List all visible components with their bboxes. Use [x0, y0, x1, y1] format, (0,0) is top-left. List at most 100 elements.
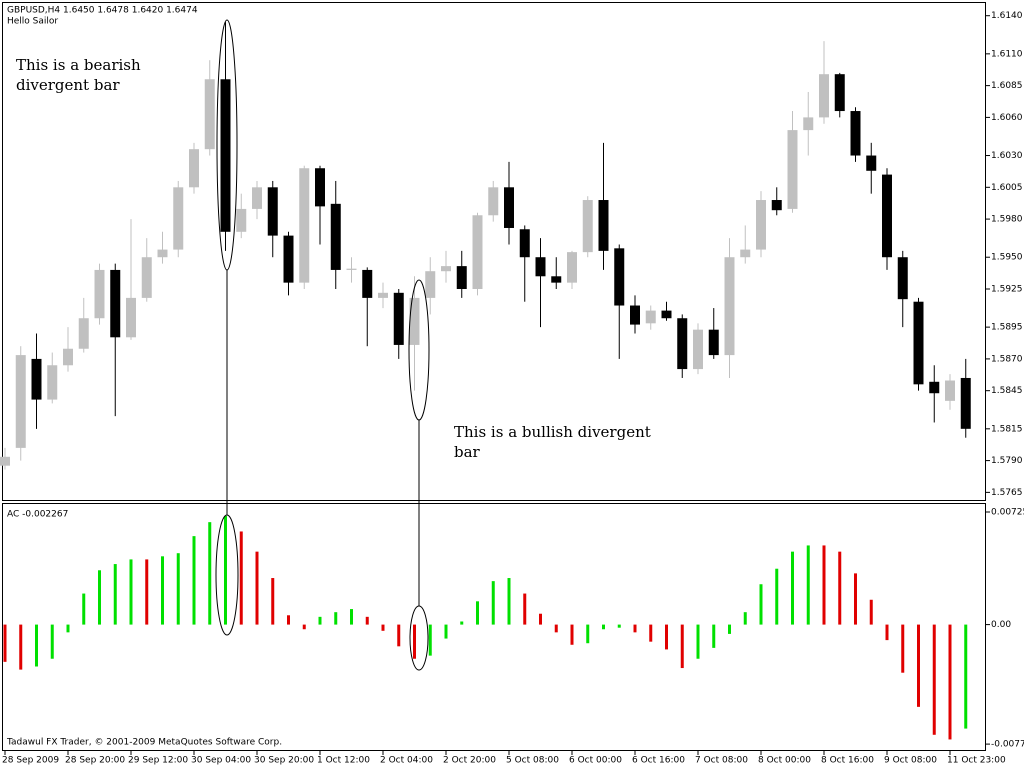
candle-body — [850, 111, 861, 156]
candle-body — [78, 318, 89, 349]
x-tick-label: 9 Oct 08:00 — [884, 756, 937, 766]
bar — [318, 616, 322, 625]
y-tick-label: 1.6110 — [991, 49, 1023, 59]
bar — [350, 609, 353, 625]
bar — [145, 559, 149, 625]
bar — [680, 624, 684, 669]
candle-body — [173, 187, 184, 250]
candle-body — [771, 200, 782, 211]
bar — [365, 616, 369, 625]
candle-body — [787, 130, 798, 209]
y-tick-label: 0.007254 — [991, 508, 1024, 518]
bar — [460, 621, 464, 625]
bar — [617, 624, 621, 628]
x-tick-label: 7 Oct 08:00 — [695, 756, 748, 766]
bar — [728, 624, 731, 634]
candle-body — [913, 301, 924, 385]
bar — [491, 581, 495, 625]
bar — [791, 551, 794, 625]
bar — [50, 624, 54, 659]
candle-body — [897, 257, 908, 300]
price-panel — [2, 2, 986, 501]
bar — [302, 624, 306, 630]
bar — [507, 578, 511, 625]
candle-body — [598, 200, 609, 251]
candle-body — [31, 358, 42, 400]
candle-body — [441, 266, 451, 272]
bar — [129, 559, 133, 625]
y-tick-label: 1.5870 — [991, 354, 1023, 364]
bar — [869, 599, 873, 625]
candle-body — [519, 229, 530, 258]
candle-body — [315, 168, 325, 207]
candle-body — [393, 292, 404, 345]
highlights — [215, 19, 430, 671]
candle-body — [945, 380, 955, 401]
bar — [113, 564, 117, 625]
y-tick-label: 1.6060 — [991, 113, 1023, 123]
x-tick-label: 6 Oct 16:00 — [632, 756, 685, 766]
x-tick-label: 28 Sep 20:00 — [65, 756, 125, 766]
y-tick-label: 1.5950 — [991, 253, 1023, 263]
candle-body — [236, 208, 247, 232]
bar — [838, 551, 842, 625]
candle-body — [204, 79, 215, 150]
bar — [98, 570, 101, 625]
x-tick-label: 5 Oct 08:00 — [506, 756, 559, 766]
candle-body — [141, 257, 152, 298]
candle-body — [929, 381, 940, 394]
x-tick-label: 8 Oct 16:00 — [821, 756, 874, 766]
bar — [19, 624, 23, 670]
x-tick-label: 1 Oct 12:00 — [317, 756, 370, 766]
candle-body — [362, 269, 373, 298]
candle-body — [882, 174, 892, 258]
annotation: divergent bar — [16, 76, 120, 94]
bar — [917, 624, 920, 707]
bar — [176, 553, 180, 625]
candle-body — [834, 74, 845, 112]
footer: Tadawul FX Trader, © 2001-2009 MetaQuote… — [6, 738, 282, 748]
chart-subtitle: Hello Sailor — [7, 17, 58, 27]
candle-body — [252, 187, 262, 209]
y-tick-label: 1.5790 — [991, 456, 1023, 466]
candle-body — [299, 168, 310, 283]
bar — [208, 522, 212, 625]
bar — [775, 568, 779, 625]
bar — [381, 624, 385, 631]
x-tick-label: 30 Sep 20:00 — [254, 756, 314, 766]
candle-body — [693, 329, 703, 370]
bar — [649, 624, 653, 642]
bar — [397, 624, 401, 647]
bar — [3, 624, 7, 662]
bar — [224, 515, 227, 625]
bar — [570, 624, 574, 645]
y-tick-label: 1.6005 — [991, 183, 1023, 193]
bar — [885, 624, 889, 641]
bar — [696, 624, 700, 659]
y-tick-label: 1.5895 — [991, 323, 1023, 333]
bar — [35, 624, 38, 667]
bar — [964, 624, 968, 729]
bar — [743, 612, 747, 625]
candle-body — [488, 187, 499, 216]
bar — [539, 613, 542, 625]
bar — [413, 624, 416, 659]
bar — [271, 578, 275, 625]
y-tick-label: 1.6030 — [991, 151, 1023, 161]
candle-body — [283, 235, 294, 283]
y-tick-label: 1.5980 — [991, 215, 1023, 225]
annotation: This is a bearish — [16, 56, 141, 74]
candle-body — [126, 297, 136, 338]
bar — [932, 624, 936, 735]
annotation: This is a bullish divergent — [454, 423, 651, 441]
candle-body — [614, 248, 625, 306]
x-tick-label: 29 Sep 12:00 — [128, 756, 188, 766]
candle-body — [724, 257, 735, 356]
candle-body — [189, 149, 199, 188]
bar — [948, 624, 952, 740]
candle-body — [819, 74, 829, 118]
indicator-title: AC -0.002267 — [7, 510, 68, 520]
bar — [428, 624, 432, 656]
